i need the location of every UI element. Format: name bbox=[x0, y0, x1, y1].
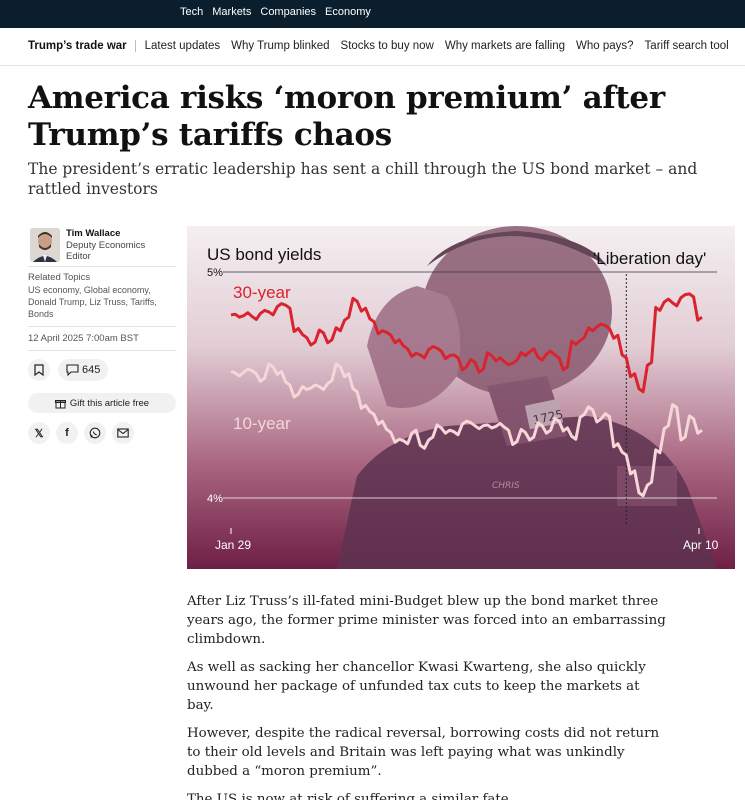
share-whatsapp-button[interactable] bbox=[84, 422, 106, 444]
avatar[interactable] bbox=[30, 228, 60, 262]
x-label-end: Apr 10 bbox=[683, 538, 719, 552]
chart-gridlines bbox=[223, 271, 717, 534]
paragraph: The US is now at risk of suffering a sim… bbox=[187, 792, 513, 800]
paragraph: After Liz Truss’s ill-fated mini-Budget … bbox=[187, 594, 666, 647]
share-buttons: 𝕏 f bbox=[28, 422, 176, 444]
article-standfirst: The president’s erratic leadership has s… bbox=[28, 160, 698, 198]
svg-text:CHRIS: CHRIS bbox=[492, 481, 520, 491]
author-block: Tim Wallace Deputy Economics Editor bbox=[28, 226, 176, 266]
share-facebook-button[interactable]: f bbox=[56, 422, 78, 444]
divider bbox=[28, 326, 176, 327]
article-sidebar: Tim Wallace Deputy Economics Editor Rela… bbox=[28, 226, 176, 444]
comment-count: 645 bbox=[82, 364, 101, 376]
x-label-start: Jan 29 bbox=[215, 538, 251, 552]
bond-yields-chart[interactable]: 1725 CHRIS US bond yields 'Liberation da… bbox=[187, 226, 735, 569]
author-name[interactable]: Tim Wallace bbox=[66, 228, 121, 239]
chart-title: US bond yields bbox=[207, 245, 321, 264]
subnav-who-pays[interactable]: Who pays? bbox=[576, 40, 634, 52]
subnav-stocks-to-buy[interactable]: Stocks to buy now bbox=[340, 40, 434, 52]
top-nav-markets[interactable]: Markets bbox=[212, 6, 252, 18]
y-tick-5: 5% bbox=[207, 267, 223, 279]
x-icon: 𝕏 bbox=[34, 427, 44, 440]
paragraph: However, despite the radical reversal, b… bbox=[187, 726, 660, 779]
divider bbox=[28, 350, 176, 351]
y-tick-4: 4% bbox=[207, 493, 223, 505]
comments-button[interactable]: 645 bbox=[58, 359, 109, 381]
share-x-button[interactable]: 𝕏 bbox=[28, 422, 50, 444]
chart-svg: 1725 CHRIS US bond yields 'Liberation da… bbox=[187, 226, 735, 569]
section-brand[interactable]: Trump’s trade war bbox=[28, 40, 136, 52]
gift-icon bbox=[54, 399, 66, 408]
publish-date: 12 April 2025 7:00am BST bbox=[28, 333, 139, 344]
gift-label: Gift this article free bbox=[69, 397, 150, 409]
series-30-year bbox=[230, 292, 703, 394]
top-navigation-bar: Tech Markets Companies Economy bbox=[0, 0, 745, 28]
share-email-button[interactable] bbox=[112, 422, 134, 444]
section-navigation: Trump’s trade war Latest updates Why Tru… bbox=[0, 28, 745, 66]
line-30-year bbox=[230, 292, 703, 394]
related-topics-list[interactable]: US economy, Global economy, Donald Trump… bbox=[28, 285, 157, 319]
legend-30-year: 30-year bbox=[233, 283, 291, 302]
annotation-liberation-day: 'Liberation day' bbox=[593, 249, 706, 268]
line-10-year bbox=[230, 362, 703, 498]
bookmark-icon bbox=[34, 364, 44, 376]
bookmark-button[interactable] bbox=[28, 359, 50, 381]
divider bbox=[28, 266, 176, 267]
whatsapp-icon bbox=[89, 427, 101, 439]
author-role: Deputy Economics Editor bbox=[66, 240, 146, 262]
top-nav-tech[interactable]: Tech bbox=[180, 6, 204, 18]
top-nav: Tech Markets Companies Economy bbox=[180, 6, 380, 18]
related-topics-title: Related Topics bbox=[28, 272, 91, 283]
article-headline: America risks ‘moron premium’ after Trum… bbox=[28, 80, 665, 153]
subnav-latest-updates[interactable]: Latest updates bbox=[144, 40, 221, 52]
series-10-year bbox=[230, 362, 703, 498]
email-icon bbox=[117, 428, 129, 438]
article-actions: 645 bbox=[28, 359, 176, 381]
gift-article-button[interactable]: Gift this article free bbox=[28, 393, 176, 413]
top-nav-economy[interactable]: Economy bbox=[325, 6, 371, 18]
top-nav-companies[interactable]: Companies bbox=[260, 6, 317, 18]
subnav-why-markets-falling[interactable]: Why markets are falling bbox=[444, 40, 566, 52]
paragraph: As well as sacking her chancellor Kwasi … bbox=[187, 660, 646, 713]
article-body: After Liz Truss’s ill-fated mini-Budget … bbox=[187, 592, 667, 800]
facebook-icon: f bbox=[65, 427, 69, 439]
subnav-tariff-search-tool[interactable]: Tariff search tool bbox=[644, 40, 729, 52]
subnav-why-trump-blinked[interactable]: Why Trump blinked bbox=[231, 40, 330, 52]
legend-10-year: 10-year bbox=[233, 414, 291, 433]
comment-icon bbox=[66, 364, 79, 376]
